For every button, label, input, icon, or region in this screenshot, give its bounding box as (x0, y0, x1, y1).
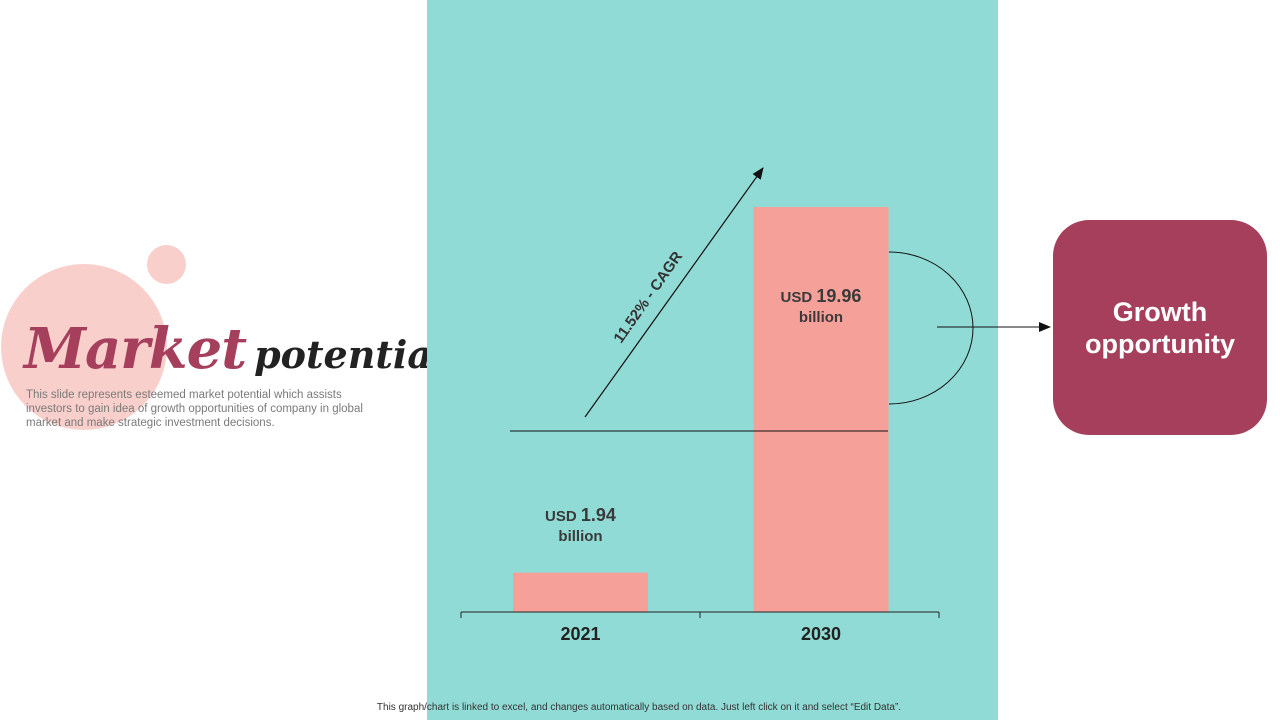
bar-2030[interactable] (753, 207, 889, 612)
data-label-value: USD 19.96 (781, 286, 862, 306)
bar-2021[interactable] (513, 572, 648, 612)
growth-bracket-arc (888, 251, 974, 405)
x-tick-label: 2030 (801, 624, 841, 644)
growth-opportunity-box[interactable]: Growth opportunity (1053, 220, 1267, 435)
data-label-value: USD 1.94 (545, 505, 616, 525)
cagr-annotation: 11.52% - CAGR (611, 248, 687, 346)
data-label-unit: billion (558, 528, 602, 545)
footer-note: This graph/chart is linked to excel, and… (376, 702, 902, 713)
decor-circle-small (147, 245, 186, 284)
title-main: Market (24, 316, 247, 382)
title-sub: potential (254, 332, 447, 377)
x-tick-label: 2021 (560, 624, 600, 644)
cagr-arrow (584, 167, 764, 418)
growth-label: Growth opportunity (1085, 296, 1235, 359)
decor-circle-large (1, 264, 167, 430)
slide-title: Market potential (24, 316, 446, 382)
slide-description: This slide represents esteemed market po… (26, 389, 363, 429)
data-label-unit: billion (799, 309, 843, 326)
